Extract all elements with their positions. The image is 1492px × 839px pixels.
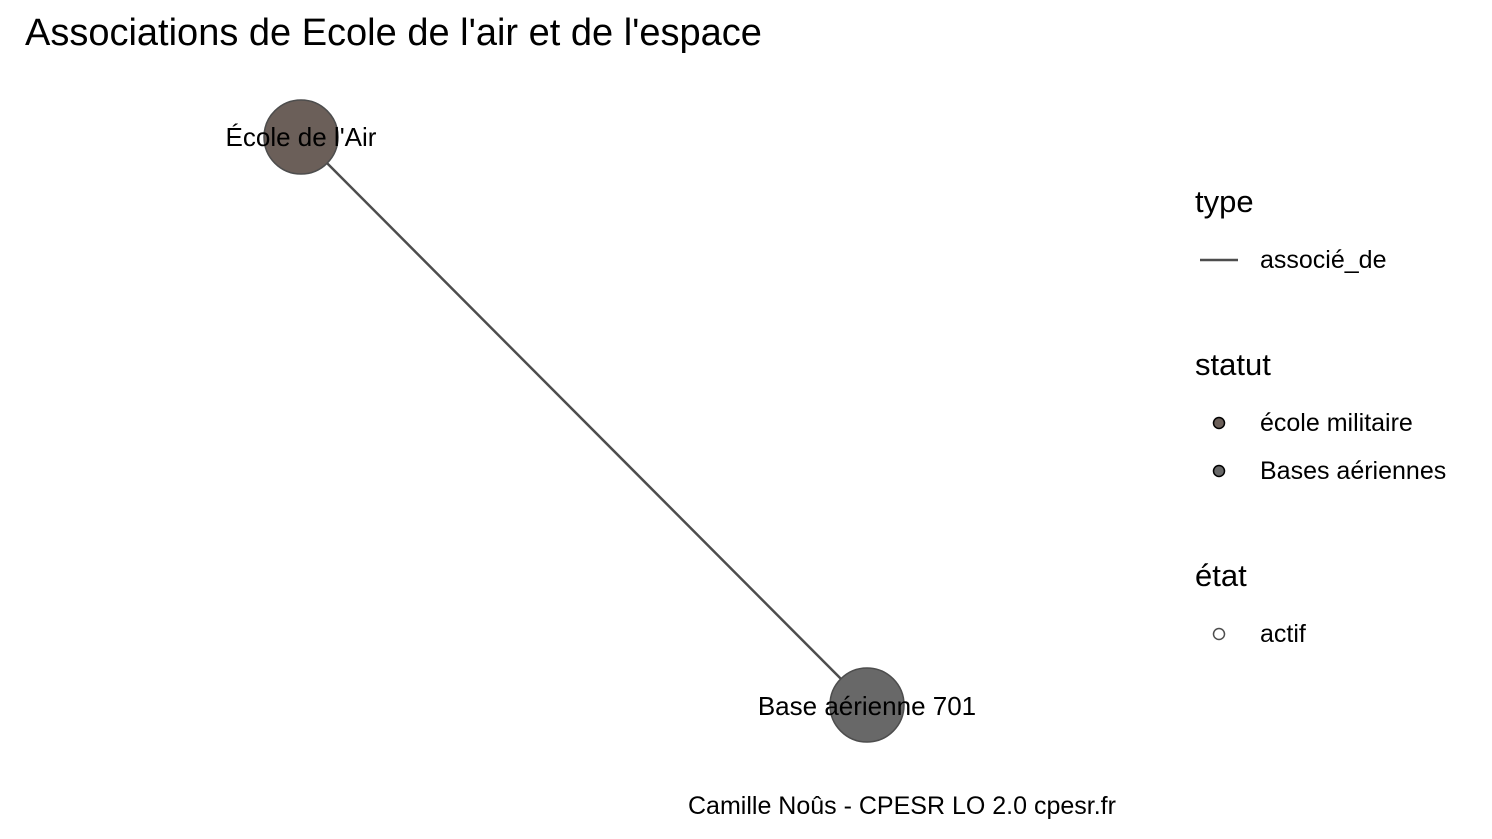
legend-key-point-ecole-militaire: [1212, 416, 1226, 430]
node-circle-ecole-de-l-air: [263, 99, 339, 175]
legend-title-type: type: [1195, 184, 1254, 219]
node-label-ecole-de-l-air: École de l'Air: [226, 122, 377, 152]
edge-associe-de: [300, 136, 868, 706]
node-ecole-de-l-air[interactable]: École de l'Air: [226, 99, 377, 175]
legend-title-etat: état: [1195, 558, 1247, 593]
chart-title: Associations de Ecole de l'air et de l'e…: [25, 12, 762, 54]
legend-label-bases-aeriennes: Bases aériennes: [1260, 457, 1447, 485]
legend-label-associe-de: associé_de: [1260, 246, 1387, 274]
node-circle-base-aerienne-701: [829, 667, 905, 743]
legend-point-swatch: [1212, 464, 1226, 478]
legend-key-line-associe-de: [1200, 258, 1238, 262]
legend-key-point-actif: [1212, 627, 1226, 641]
legend-key-point-bases-aeriennes: [1212, 464, 1226, 478]
legend-point-swatch: [1212, 627, 1226, 641]
legend-point-swatch: [1212, 416, 1226, 430]
network-graph: École de l'Air Base aérienne 701: [226, 99, 976, 743]
caption: Camille Noûs - CPESR LO 2.0 cpesr.fr: [688, 792, 1116, 820]
legend-title-statut: statut: [1195, 347, 1271, 382]
node-label-base-aerienne-701: Base aérienne 701: [758, 691, 976, 721]
node-base-aerienne-701[interactable]: Base aérienne 701: [758, 667, 976, 743]
legend-label-ecole-militaire: école militaire: [1260, 409, 1413, 437]
legend-label-actif: actif: [1260, 620, 1306, 648]
